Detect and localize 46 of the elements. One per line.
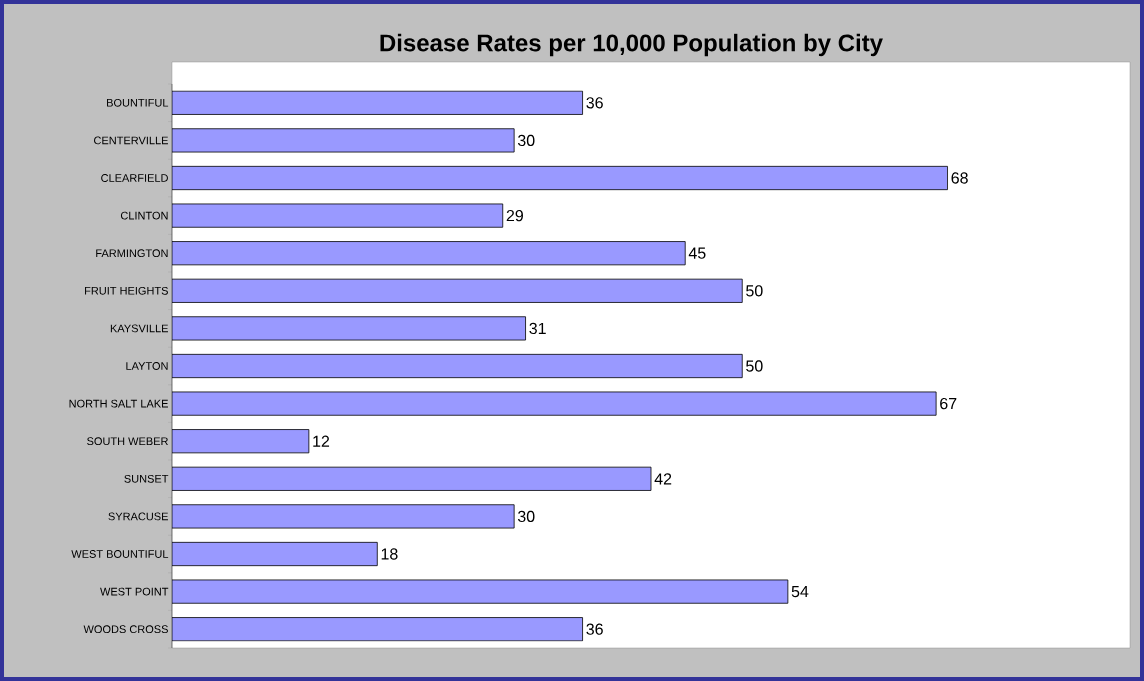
bar <box>172 90 583 115</box>
bar <box>172 165 948 191</box>
bar <box>172 203 504 228</box>
data-label: 12 <box>313 435 330 447</box>
y-tick-label: NORTH SALT LAKE <box>69 399 168 408</box>
y-tick-label: SYRACUSE <box>108 512 168 521</box>
data-label: 30 <box>517 134 535 147</box>
y-tick-label: WEST BOUNTIFUL <box>71 550 169 558</box>
data-label: 54 <box>791 586 809 598</box>
bar <box>172 541 378 567</box>
y-tick-label: SUNSET <box>124 474 169 483</box>
data-label: 36 <box>586 623 603 635</box>
chart-title: Disease Rates per 10,000 Population by City <box>380 33 883 57</box>
y-tick-label: FRUIT HEIGHTS <box>85 286 168 295</box>
bar <box>172 278 743 303</box>
y-tick-label: BOUNTIFUL <box>107 98 169 107</box>
y-tick-label: KAYSVILLE <box>110 324 168 333</box>
y-tick-label: WOODS CROSS <box>83 625 168 634</box>
y-tick-label: WEST POINT <box>100 587 169 596</box>
bar <box>172 617 583 642</box>
y-tick-label: SOUTH WEBER <box>87 437 168 446</box>
bar <box>172 128 515 153</box>
data-label: 50 <box>746 285 763 297</box>
data-label: 42 <box>654 473 672 485</box>
y-tick-label: CLINTON <box>120 211 168 220</box>
bar <box>172 241 686 266</box>
data-label: 50 <box>746 360 763 372</box>
bar <box>172 391 937 416</box>
y-tick-label: CLEARFIELD <box>101 174 168 182</box>
bar <box>172 353 743 379</box>
data-label: 29 <box>506 209 523 222</box>
y-tick-label: CENTERVILLE <box>94 136 168 145</box>
data-label: 31 <box>529 322 546 335</box>
data-label: 45 <box>688 247 706 259</box>
bar <box>172 579 789 604</box>
bar <box>172 316 526 341</box>
bar <box>172 504 515 529</box>
data-label: 18 <box>381 548 398 560</box>
bar <box>172 466 652 491</box>
bar <box>172 429 310 454</box>
data-label: 68 <box>951 172 968 184</box>
data-label: 36 <box>586 97 603 109</box>
y-tick-label: FARMINGTON <box>96 249 168 258</box>
y-tick-label: LAYTON <box>126 362 168 370</box>
data-label: 30 <box>517 510 535 523</box>
data-label: 67 <box>940 397 957 410</box>
